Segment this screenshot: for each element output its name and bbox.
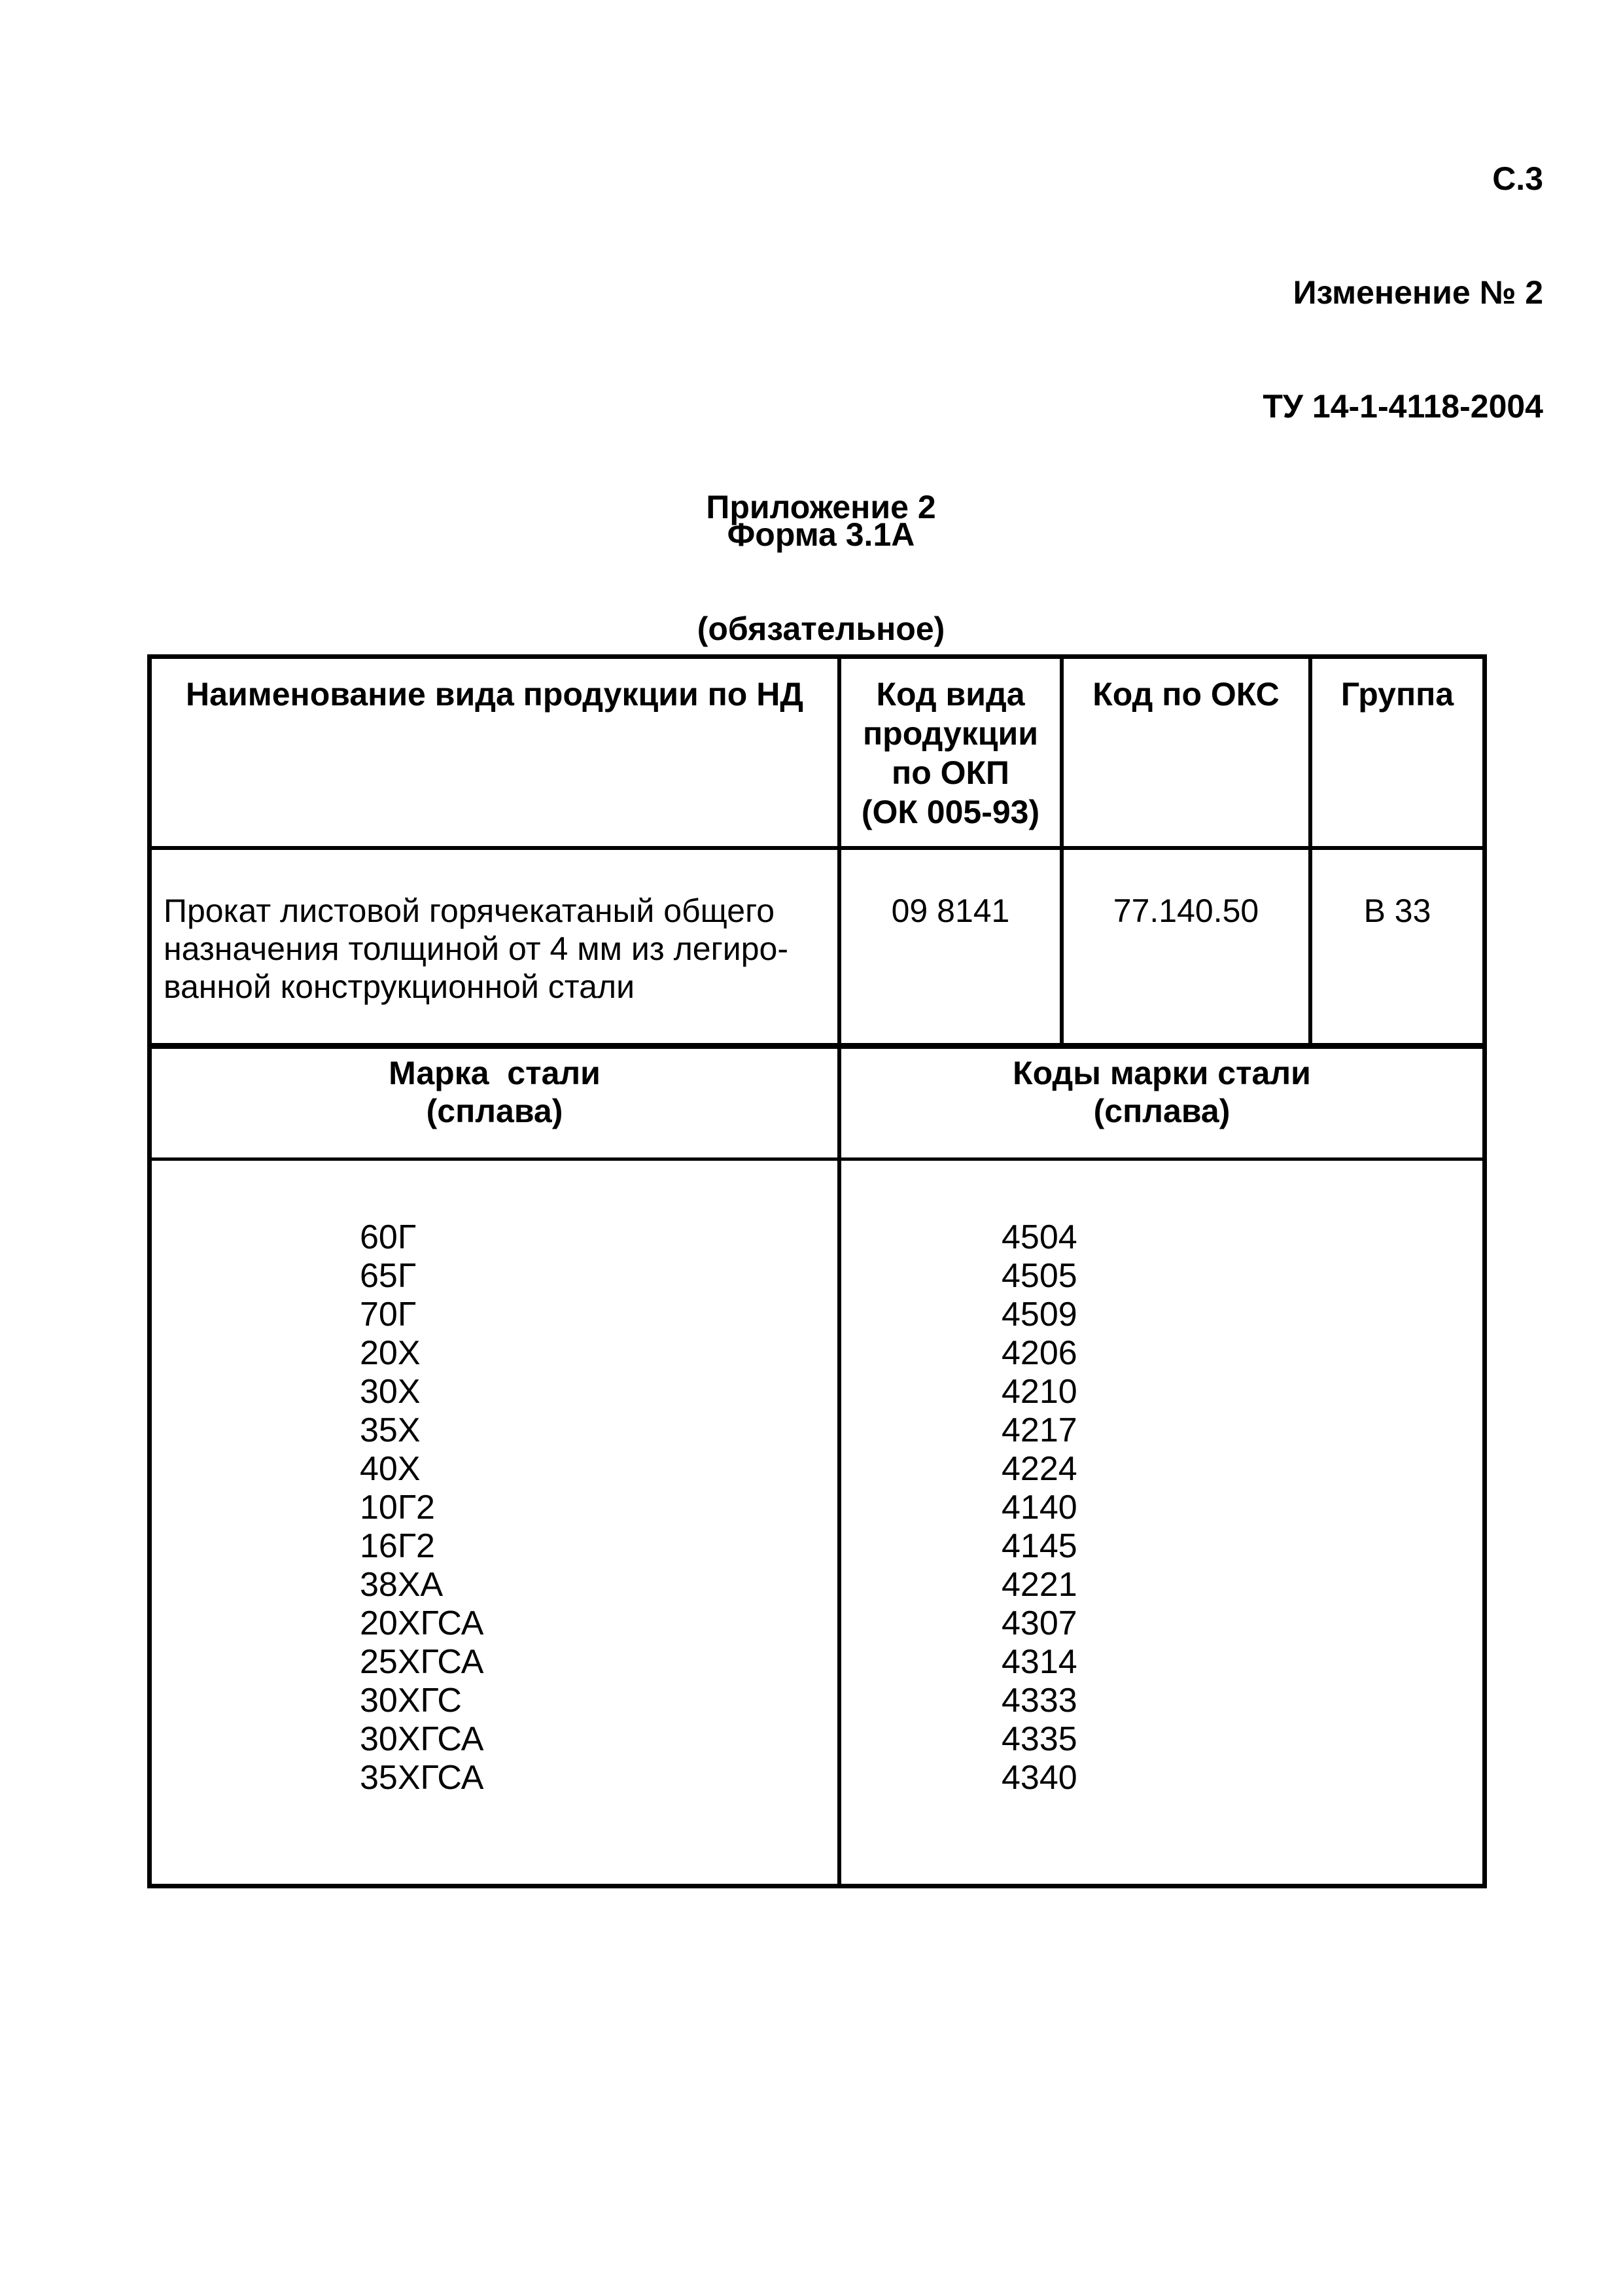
- page-number: С.3: [1492, 160, 1543, 197]
- header-steel-grade-codes: Коды марки стали (сплава): [1013, 1055, 1311, 1129]
- product-table: Наименование вида продукции по НД Код ви…: [147, 654, 1487, 1888]
- amendment-number: Изменение № 2: [1293, 274, 1543, 311]
- product-data-row: Прокат листовой горячекатаный общего наз…: [152, 850, 1482, 1049]
- standard-number: ТУ 14-1-4118-2004: [1263, 388, 1543, 425]
- header-steel-grade: Марка стали (сплава): [152, 1049, 841, 1157]
- appendix-subtitle: (обязательное): [697, 610, 945, 647]
- appendix-title: Приложение 2: [706, 489, 936, 525]
- header-okp-code: Код вида продукции по ОКП (ОК 005-93): [841, 659, 1064, 846]
- grades-data-row: 60Г 65Г 70Г 20Х 30Х 35Х 40Х 10Г2 16Г2 38…: [152, 1161, 1482, 1884]
- header-product-name: Наименование вида продукции по НД: [152, 659, 841, 846]
- page-header: С.3 Изменение № 2 ТУ 14-1-4118-2004: [1263, 84, 1543, 501]
- header-oks-code: Код по ОКС: [1064, 659, 1312, 846]
- grade-list: 60Г 65Г 70Г 20Х 30Х 35Х 40Х 10Г2 16Г2 38…: [152, 1161, 841, 1884]
- table-header-row: Наименование вида продукции по НД Код ви…: [152, 659, 1482, 850]
- code-list: 4504 4505 4509 4206 4210 4217 4224 4140 …: [1002, 1218, 1077, 1797]
- okp-code-value: 09 8141: [841, 850, 1064, 1043]
- form-title: Форма 3.1А: [727, 516, 915, 553]
- header-group: Группа: [1340, 676, 1454, 713]
- oks-code-value: 77.140.50: [1064, 850, 1312, 1043]
- product-name-value: Прокат листовой горячекатаный общего наз…: [152, 850, 841, 1043]
- group-value: В 33: [1363, 892, 1431, 929]
- grades-header-row: Марка стали (сплава) Коды марки стали (с…: [152, 1049, 1482, 1161]
- appendix-title-block: Приложение 2 (обязательное): [20, 406, 1622, 730]
